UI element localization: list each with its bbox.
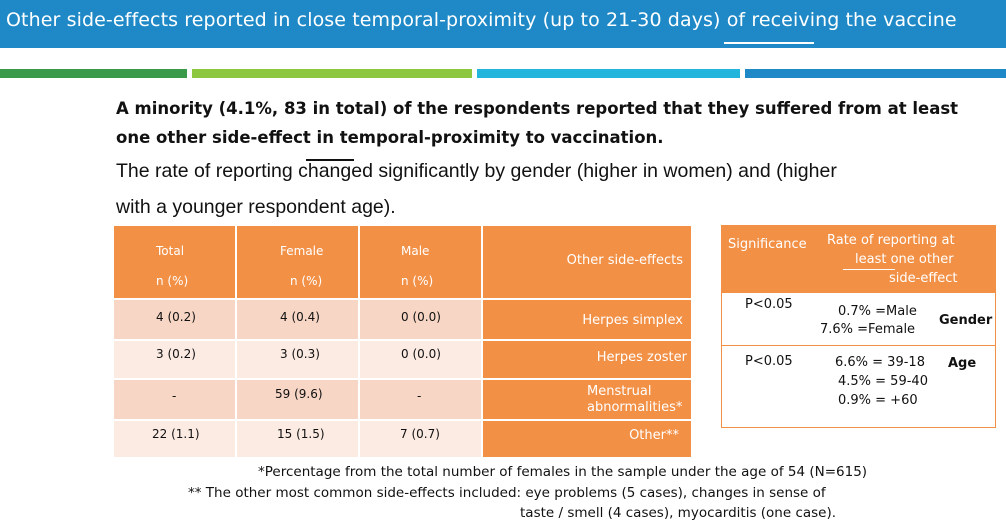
row1-total-value: 4 (0.2) [156,310,196,324]
footnote-other-line2: taste / smell (4 cases), myocarditis (on… [520,505,837,521]
rate-header-line1: Rate of reporting at [827,233,955,248]
title-bar: Other side-effects reported in close tem… [0,0,1006,48]
header-male-unit: n (%) [401,274,434,288]
header-male: Male n (%) [360,226,481,298]
row1-label-text: Herpes simplex [582,313,683,328]
header-total: Total n (%) [114,226,235,298]
header-female-unit: n (%) [290,274,323,288]
row4-total: 22 (1.1) [114,421,235,457]
overline-mark [306,159,354,161]
header-total-unit: n (%) [156,274,189,288]
intro-line-4: with a younger respondent age). [116,196,396,218]
row1-label: Herpes simplex [483,300,691,339]
row3-male-value: - [417,389,422,403]
row4-female: 15 (1.5) [237,421,358,457]
header-female-label: Female [280,244,324,258]
gender-p-value: P<0.05 [745,297,793,312]
intro-bold-line-2: one other side-effect in temporal-proxim… [116,128,664,147]
header-effects: Other side-effects [483,226,691,298]
title-underline [724,42,814,44]
row2-total: 3 (0.2) [114,341,235,378]
rate-header-line2: least one other [855,252,954,267]
row4-total-value: 22 (1.1) [152,427,200,441]
header-effects-label: Other side-effects [566,253,683,268]
row2-male: 0 (0.0) [360,341,481,378]
row1-male: 0 (0.0) [360,300,481,339]
rate-header-underline [843,269,895,270]
significance-header: Significance Rate of reporting at least … [721,225,996,293]
row2-label: Herpes zoster [483,341,691,378]
age-p-value: P<0.05 [745,354,793,369]
footnote-other-line1: ** The other most common side-effects in… [188,485,826,501]
stripe-lime [192,69,472,78]
age-rate-old: 0.9% = +60 [838,393,918,408]
header-total-label: Total [156,244,185,258]
header-female: Female n (%) [237,226,358,298]
significance-header-label: Significance [728,237,807,252]
significance-divider [721,345,996,346]
stripe-green [0,69,187,78]
intro-bold-line-1: A minority (4.1%, 83 in total) of the re… [116,99,959,118]
intro-line-3: The rate of reporting changed significan… [116,160,837,182]
age-rate-middle: 4.5% = 59-40 [838,374,928,389]
footnote-females: *Percentage from the total number of fem… [258,464,868,480]
row4-label-text: Other** [629,428,679,443]
header-male-label: Male [401,244,430,258]
row2-total-value: 3 (0.2) [156,347,196,361]
row2-female: 3 (0.3) [237,341,358,378]
row3-female: 59 (9.6) [237,380,358,419]
row1-female: 4 (0.4) [237,300,358,339]
row3-label-line2: abnormalities* [587,400,683,415]
gender-label: Gender [939,313,993,328]
row3-male: - [360,380,481,419]
row3-total: - [114,380,235,419]
stripe-blue [745,69,1006,78]
age-rate-young: 6.6% = 39-18 [835,355,925,370]
stripe-cyan [477,69,740,78]
row1-male-value: 0 (0.0) [401,310,441,324]
row4-label: Other** [483,421,691,457]
row2-label-text: Herpes zoster [596,350,687,365]
row2-female-value: 3 (0.3) [280,347,320,361]
row4-male-value: 7 (0.7) [400,427,440,441]
gender-rate-female: 7.6% =Female [820,322,916,337]
row4-male: 7 (0.7) [360,421,481,457]
row1-female-value: 4 (0.4) [280,310,320,324]
row4-female-value: 15 (1.5) [277,427,325,441]
rate-header-line3: side-effect [889,271,958,286]
row3-female-value: 59 (9.6) [275,387,323,401]
gender-rate-male: 0.7% =Male [838,304,917,319]
age-label: Age [948,356,977,371]
row3-label-line1: Menstrual [587,384,652,399]
row2-male-value: 0 (0.0) [401,347,441,361]
row3-label: Menstrual abnormalities* [483,380,691,419]
slide-title: Other side-effects reported in close tem… [6,9,957,31]
row1-total: 4 (0.2) [114,300,235,339]
row3-total-value: - [172,389,177,403]
